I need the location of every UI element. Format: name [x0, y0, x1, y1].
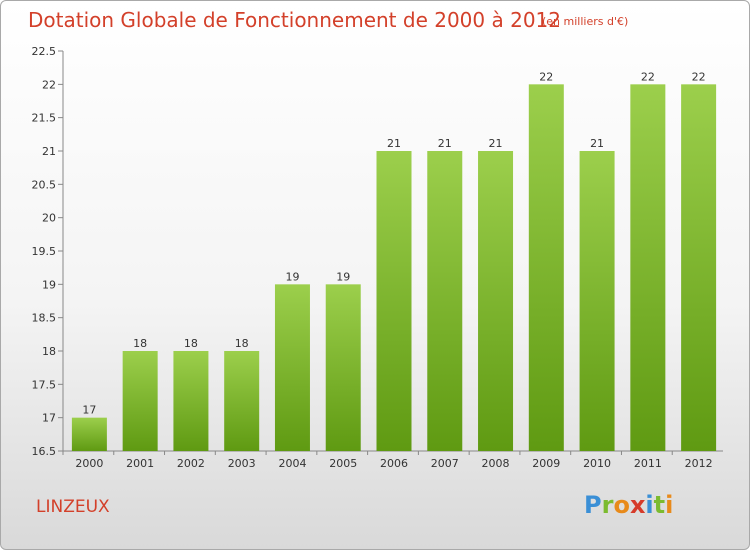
data-labels: 17 18 18 18 19 19 21 21 21 22 21 22 22: [82, 70, 705, 416]
bar-value-label: 18: [133, 337, 147, 350]
y-tick-label: 19.5: [32, 245, 57, 258]
x-tick-label: 2004: [278, 457, 306, 470]
bar-value-label: 22: [692, 70, 706, 83]
bar: [376, 151, 412, 451]
x-tick-label: 2001: [126, 457, 154, 470]
logo-letter: r: [601, 491, 614, 519]
bars: [71, 84, 717, 451]
bar: [427, 151, 463, 451]
y-tick-label: 18: [42, 345, 56, 358]
bar: [325, 284, 361, 451]
x-tick-label: 2005: [329, 457, 357, 470]
bar: [528, 84, 564, 451]
logo-letter: i: [645, 491, 654, 519]
y-tick-label: 21: [42, 145, 56, 158]
logo-letter: i: [665, 491, 674, 519]
bar-value-label: 21: [590, 137, 604, 150]
bar-value-label: 17: [82, 404, 96, 417]
bar-value-label: 22: [641, 70, 655, 83]
y-tick-label: 19: [42, 278, 56, 291]
x-tick-label: 2009: [532, 457, 560, 470]
bar: [579, 151, 615, 451]
y-tick-label: 16.5: [32, 445, 57, 458]
y-tick-label: 18.5: [32, 312, 57, 325]
x-tick-label: 2007: [431, 457, 459, 470]
x-tick-label: 2011: [634, 457, 662, 470]
y-tick-label: 21.5: [32, 112, 57, 125]
x-tick-label: 2010: [583, 457, 611, 470]
logo-letter: t: [653, 491, 666, 519]
y-tick-label: 20: [42, 212, 56, 225]
bar: [71, 417, 107, 451]
x-tick-label: 2002: [177, 457, 205, 470]
bar-value-label: 21: [438, 137, 452, 150]
x-tick-label: 2000: [75, 457, 103, 470]
y-tick-label: 17.5: [32, 378, 57, 391]
logo-letter: o: [613, 491, 630, 519]
bar-value-label: 19: [336, 270, 350, 283]
bar-value-label: 19: [285, 270, 299, 283]
x-tick-label: 2006: [380, 457, 408, 470]
proxiti-logo[interactable]: Proxiti: [584, 491, 673, 519]
bar-value-label: 18: [235, 337, 249, 350]
y-tick-label: 17: [42, 412, 56, 425]
bar-value-label: 21: [387, 137, 401, 150]
bar: [478, 151, 514, 451]
bar: [224, 351, 260, 451]
logo-letter: P: [584, 491, 602, 519]
y-tick-label: 22: [42, 78, 56, 91]
logo-letter: x: [629, 491, 646, 519]
bar: [630, 84, 666, 451]
bar-value-label: 21: [489, 137, 503, 150]
x-tick-label: 2008: [482, 457, 510, 470]
bar: [173, 351, 209, 451]
x-tick-label: 2012: [685, 457, 713, 470]
bar-value-label: 22: [539, 70, 553, 83]
bar-value-label: 18: [184, 337, 198, 350]
y-tick-label: 20.5: [32, 178, 57, 191]
bar: [681, 84, 717, 451]
x-tick-label: 2003: [228, 457, 256, 470]
chart-title: Dotation Globale de Fonctionnement de 20…: [28, 8, 561, 32]
y-tick-label: 22.5: [32, 45, 57, 58]
chart-subtitle: (en milliers d'€): [542, 15, 629, 28]
bar: [274, 284, 310, 451]
bar: [122, 351, 158, 451]
y-axis: 16.5 17 17.5 18 18.5 19 19.5 20 20.5 21 21.5 22 22.5: [32, 45, 64, 458]
x-axis: 2000 2001 2002 2003 2004 2005 2006 2007 2008 2009…: [62, 450, 723, 470]
commune-name: LINZEUX: [36, 497, 110, 517]
